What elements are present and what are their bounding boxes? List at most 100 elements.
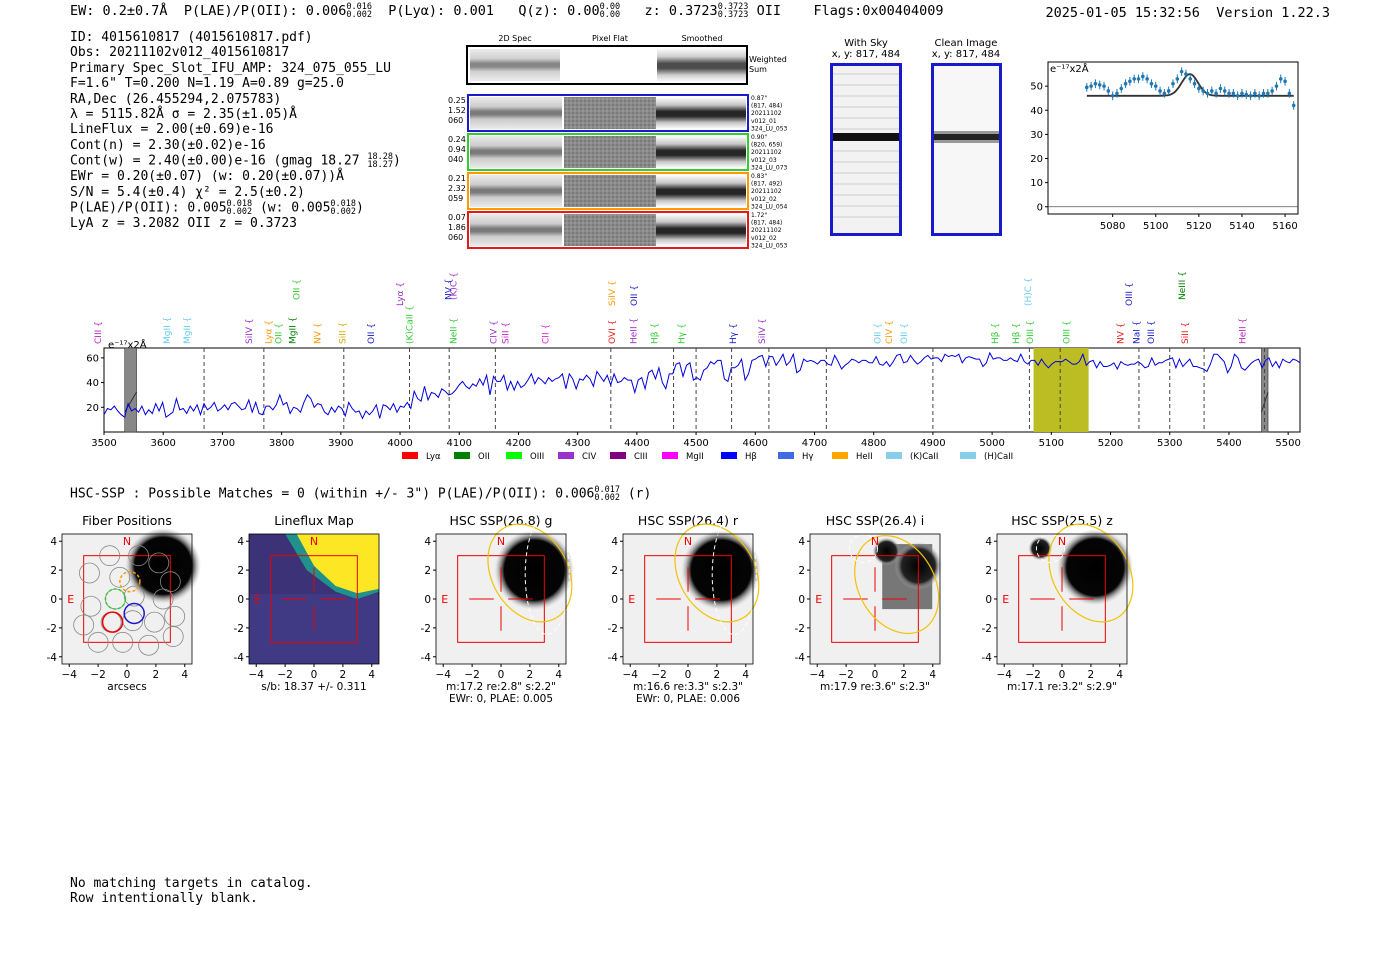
spec-row-2dspec bbox=[470, 175, 562, 207]
galaxy-blob-small bbox=[1028, 536, 1053, 561]
col-pixelflat: Pixel Flat bbox=[592, 34, 628, 43]
wide-line-label: HeII { bbox=[1239, 318, 1249, 344]
cutout-ytick-label: 4 bbox=[985, 536, 992, 548]
cutout-ytick-label: 4 bbox=[611, 536, 618, 548]
cutout-ytick-label: 4 bbox=[237, 536, 244, 548]
wide-line-label: Hβ { bbox=[651, 323, 661, 344]
zoom-data-point bbox=[1110, 93, 1115, 98]
clean-image-title: Clean Image x, y: 817, 484 bbox=[931, 38, 1001, 60]
spec-row-right-label: v012_03 bbox=[751, 157, 777, 164]
fiber-circle bbox=[80, 595, 102, 617]
cutout-ytick-label: 2 bbox=[237, 565, 244, 577]
zoom-data-point bbox=[1248, 93, 1253, 98]
cutout-ytick-label: -4 bbox=[795, 652, 806, 664]
cutout-xtick-label: −4 bbox=[248, 669, 264, 681]
cutout-caption2: EWr: 0, PLAE: 0.006 bbox=[636, 693, 740, 705]
spec-row-pixelflat bbox=[564, 97, 656, 129]
north-label: N bbox=[123, 535, 131, 548]
zoom-data-point bbox=[1145, 77, 1149, 81]
wide-line-label: (K)CaII { bbox=[406, 305, 416, 344]
cutout-caption: m:17.2 re:2.8" s:2.2" bbox=[446, 681, 556, 693]
cutout-xtick-label: 0 bbox=[685, 669, 692, 681]
wide-xtick-label: 4400 bbox=[624, 438, 649, 449]
spec-row-right-label: (820, 659) bbox=[751, 142, 782, 149]
info-primary: Primary Spec_Slot_IFU_AMP: 324_075_055_L… bbox=[70, 60, 391, 76]
spec-row-right-label: 324_LU_053 bbox=[751, 125, 788, 132]
spec-row-right-label: 20211102 bbox=[751, 227, 782, 234]
wide-xtick-label: 4300 bbox=[565, 438, 590, 449]
wide-line-label: OII { bbox=[900, 323, 910, 344]
sky-band bbox=[833, 161, 899, 163]
cutout-xtick-label: 2 bbox=[340, 669, 347, 681]
legend-swatch bbox=[960, 452, 976, 459]
wide-line-label: NV { bbox=[1117, 323, 1127, 344]
zoom-ytick-label: 0 bbox=[1037, 202, 1043, 213]
wide-units-label: e⁻¹⁷x2Å bbox=[108, 338, 147, 351]
legend-label: Lyα bbox=[426, 452, 441, 462]
cutout-fiber: Fiber Positions N E −4-4 −2 -2 0 0 2 2 4 4 arcsecs bbox=[47, 513, 202, 693]
cutout-ytick-label: 4 bbox=[798, 536, 805, 548]
cutout-xtick-label: 0 bbox=[124, 669, 131, 681]
wide-line-label: NV { bbox=[445, 279, 455, 300]
cutout-ytick-label: -2 bbox=[982, 623, 992, 635]
north-label: N bbox=[871, 535, 879, 548]
fiber-circle bbox=[87, 631, 109, 653]
with-sky-title: With Sky x, y: 817, 484 bbox=[831, 38, 901, 60]
dashed-ellipse bbox=[711, 513, 757, 635]
zoom-data-point bbox=[1123, 81, 1128, 86]
legend-swatch bbox=[402, 452, 418, 459]
spec-row-frame bbox=[467, 172, 749, 210]
wide-line-label: Hβ { bbox=[1012, 323, 1022, 344]
cutout-xtick-label: 0 bbox=[498, 669, 505, 681]
wide-xtick-label: 3800 bbox=[269, 438, 294, 449]
wide-line-label: CIV { bbox=[885, 320, 895, 344]
zoom-data-point bbox=[1184, 72, 1188, 76]
info-id: ID: 4015610817 (4015610817.pdf) bbox=[70, 30, 313, 45]
zoom-data-point bbox=[1227, 91, 1231, 96]
dashed-ellipse bbox=[524, 513, 570, 635]
east-label: E bbox=[441, 593, 448, 606]
lineflux-yellow bbox=[296, 534, 379, 594]
zoom-data-point bbox=[1278, 77, 1283, 81]
cutout-title: HSC SSP(26.4) i bbox=[826, 513, 924, 528]
cutout-xtick-label: −4 bbox=[809, 669, 825, 681]
zoom-data-point bbox=[1205, 91, 1210, 96]
wide-line-label: SiII { bbox=[1181, 322, 1191, 344]
wide-xtick-label: 5100 bbox=[1039, 438, 1064, 449]
cutout-title: Lineflux Map bbox=[274, 513, 354, 528]
spec-row-right-label: v012_01 bbox=[751, 118, 777, 125]
wide-xtick-label: 3700 bbox=[210, 438, 235, 449]
wide-spectrum-chart: 3500 3600 3700 3800 3900 4000 4100 4200 4300 4400… bbox=[86, 272, 1301, 462]
spec-row-right-label: 20211102 bbox=[751, 110, 782, 117]
fiber-highlight bbox=[101, 611, 124, 633]
cutout-ytick-label: -2 bbox=[234, 623, 244, 635]
cutout-ytick-label: -4 bbox=[608, 652, 619, 664]
cutout-title: HSC SSP(26.4) r bbox=[638, 513, 739, 528]
zoom-ytick-label: 30 bbox=[1030, 130, 1043, 141]
spec-row-2dspec bbox=[470, 214, 562, 246]
wide-xtick-label: 3600 bbox=[150, 438, 175, 449]
cutout-xtick-label: 4 bbox=[181, 669, 188, 681]
wide-bad-hatch bbox=[1261, 391, 1269, 413]
sky-band bbox=[833, 106, 899, 108]
north-label: N bbox=[310, 535, 318, 548]
zoom-units-label: e⁻¹⁷x2Å bbox=[1050, 62, 1089, 75]
spec-row-pixelflat bbox=[564, 175, 656, 207]
zoom-ytick-label: 10 bbox=[1030, 178, 1043, 189]
cutout-xtick-label: 0 bbox=[1059, 669, 1066, 681]
sky-band bbox=[833, 183, 899, 185]
aperture-box bbox=[644, 555, 732, 643]
legend-swatch bbox=[832, 452, 848, 459]
fiber-highlight bbox=[104, 588, 127, 610]
spec-row-pixelflat bbox=[564, 136, 656, 168]
spec-row-left-label: 0.24 bbox=[448, 135, 466, 144]
wide-line-label: CII { bbox=[542, 324, 552, 344]
cutout-xtick-label: 2 bbox=[1088, 669, 1095, 681]
cutout-xtick-label: −4 bbox=[996, 669, 1012, 681]
cutout-xtick-label: 2 bbox=[527, 669, 534, 681]
cutout-xtick-label: 0 bbox=[311, 669, 318, 681]
info-obs: Obs: 20211102v012_4015610817 bbox=[70, 45, 290, 61]
sky-band bbox=[833, 150, 899, 152]
